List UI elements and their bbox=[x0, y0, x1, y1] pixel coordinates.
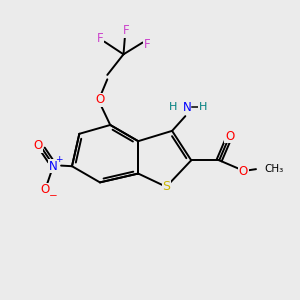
Text: O: O bbox=[225, 130, 234, 143]
Text: S: S bbox=[162, 180, 170, 193]
Text: O: O bbox=[95, 93, 105, 106]
Text: N: N bbox=[182, 101, 191, 114]
Text: +: + bbox=[56, 155, 63, 164]
Text: CH₃: CH₃ bbox=[264, 164, 283, 174]
Text: −: − bbox=[49, 190, 58, 201]
Text: O: O bbox=[34, 139, 43, 152]
Text: F: F bbox=[123, 24, 130, 37]
Text: O: O bbox=[41, 183, 50, 196]
Text: O: O bbox=[239, 165, 248, 178]
Text: F: F bbox=[97, 32, 103, 45]
Text: F: F bbox=[144, 38, 150, 50]
Text: H: H bbox=[169, 102, 178, 112]
Text: H: H bbox=[199, 102, 207, 112]
Text: N: N bbox=[49, 160, 57, 173]
